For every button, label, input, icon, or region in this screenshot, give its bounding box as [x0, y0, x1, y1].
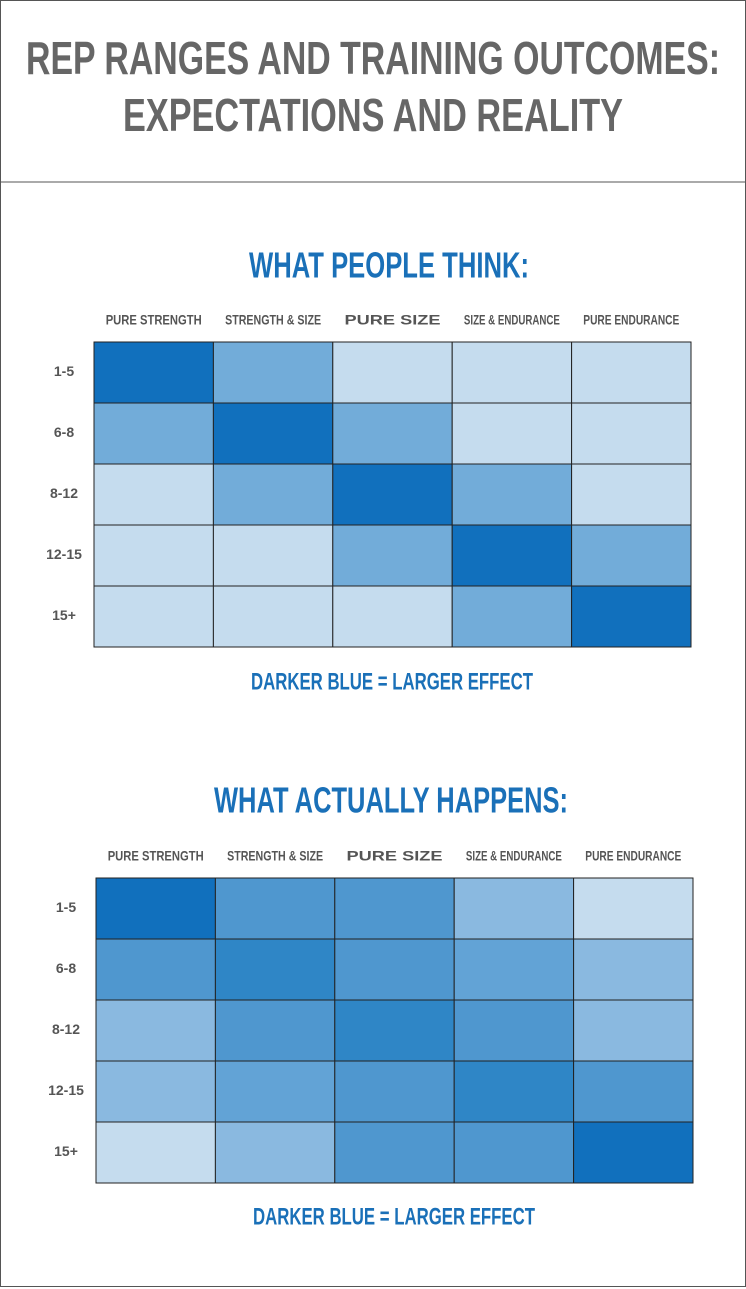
heatmap-cell — [214, 1121, 336, 1184]
heatmap-cell — [451, 341, 573, 404]
heatmap-cell — [573, 938, 694, 1001]
row-label: 1-5 — [56, 899, 76, 915]
heatmap-cell — [571, 341, 692, 404]
heatmap-cell — [93, 341, 214, 404]
heatmap-cell — [212, 585, 334, 648]
heatmap-cell — [573, 1060, 694, 1123]
row-label: 12-15 — [48, 1082, 84, 1098]
heatmap-cell — [451, 402, 573, 465]
heatmap-cell — [453, 938, 575, 1001]
heatmap-cell — [93, 463, 214, 526]
row-label: 6-8 — [56, 960, 76, 976]
heatmap-cell — [214, 877, 336, 940]
chart-title: WHAT PEOPLE THINK: — [249, 245, 529, 286]
heatmap-cell — [332, 463, 453, 526]
heatmap-cell — [212, 341, 334, 404]
heatmap-cell — [212, 402, 334, 465]
row-label: 1-5 — [54, 363, 74, 379]
heatmap-cell — [95, 1121, 216, 1184]
annotation: DARKER BLUE = LARGER EFFECT — [251, 668, 533, 695]
heatmap-cell — [334, 938, 455, 1001]
heatmap-cell — [571, 402, 692, 465]
row-label: 15+ — [52, 607, 76, 623]
page-title: EXPECTATIONS AND REALITY — [123, 89, 623, 141]
page-title: REP RANGES AND TRAINING OUTCOMES: — [26, 32, 720, 84]
chart-title: WHAT ACTUALLY HAPPENS: — [214, 780, 568, 821]
heatmap-cell — [573, 999, 694, 1062]
heatmap-cell — [451, 585, 573, 648]
heatmap-cell — [93, 402, 214, 465]
heatmap-cell — [214, 999, 336, 1062]
column-label: PURE STRENGTH — [108, 848, 204, 864]
heatmap-cell — [212, 463, 334, 526]
heatmap-cell — [571, 585, 692, 648]
column-label: PURE ENDURANCE — [585, 848, 681, 864]
heatmap-cell — [214, 1060, 336, 1123]
heatmap-cell — [93, 524, 214, 587]
heatmap-cell — [451, 524, 573, 587]
heatmap-cell — [453, 877, 575, 940]
column-label: SIZE & ENDURANCE — [466, 848, 562, 864]
heatmap-cell — [334, 1121, 455, 1184]
row-label: 12-15 — [46, 546, 82, 562]
heatmap-cell — [332, 341, 453, 404]
heatmap-cell — [334, 877, 455, 940]
heatmap-cell — [332, 585, 453, 648]
heatmap-cell — [573, 1121, 694, 1184]
heatmap-cell — [451, 463, 573, 526]
heatmap-cell — [453, 1121, 575, 1184]
column-label: PURE ENDURANCE — [583, 312, 679, 328]
heatmap-cell — [95, 877, 216, 940]
heatmap-cell — [95, 938, 216, 1001]
heatmap-cell — [334, 1060, 455, 1123]
annotation: DARKER BLUE = LARGER EFFECT — [253, 1203, 535, 1230]
row-label: 8-12 — [52, 1021, 80, 1037]
heatmap-cell — [334, 999, 455, 1062]
row-label: 15+ — [54, 1143, 78, 1159]
column-label: PURE SIZE — [347, 848, 443, 864]
heatmap-cell — [573, 877, 694, 940]
heatmap-cell — [214, 938, 336, 1001]
heatmap-cell — [95, 1060, 216, 1123]
heatmap-cell — [332, 402, 453, 465]
heatmap-cell — [453, 1060, 575, 1123]
heatmap-cell — [332, 524, 453, 587]
row-label: 8-12 — [50, 485, 78, 501]
column-label: STRENGTH & SIZE — [227, 848, 323, 864]
column-label: PURE STRENGTH — [106, 312, 202, 328]
heatmap-cell — [571, 524, 692, 587]
column-label: STRENGTH & SIZE — [225, 312, 321, 328]
heatmap-cell — [212, 524, 334, 587]
row-label: 6-8 — [54, 424, 74, 440]
heatmap-cell — [95, 999, 216, 1062]
column-label: SIZE & ENDURANCE — [464, 312, 560, 328]
heatmap-cell — [571, 463, 692, 526]
column-label: PURE SIZE — [345, 312, 441, 328]
heatmap-cell — [453, 999, 575, 1062]
heatmap-cell — [93, 585, 214, 648]
